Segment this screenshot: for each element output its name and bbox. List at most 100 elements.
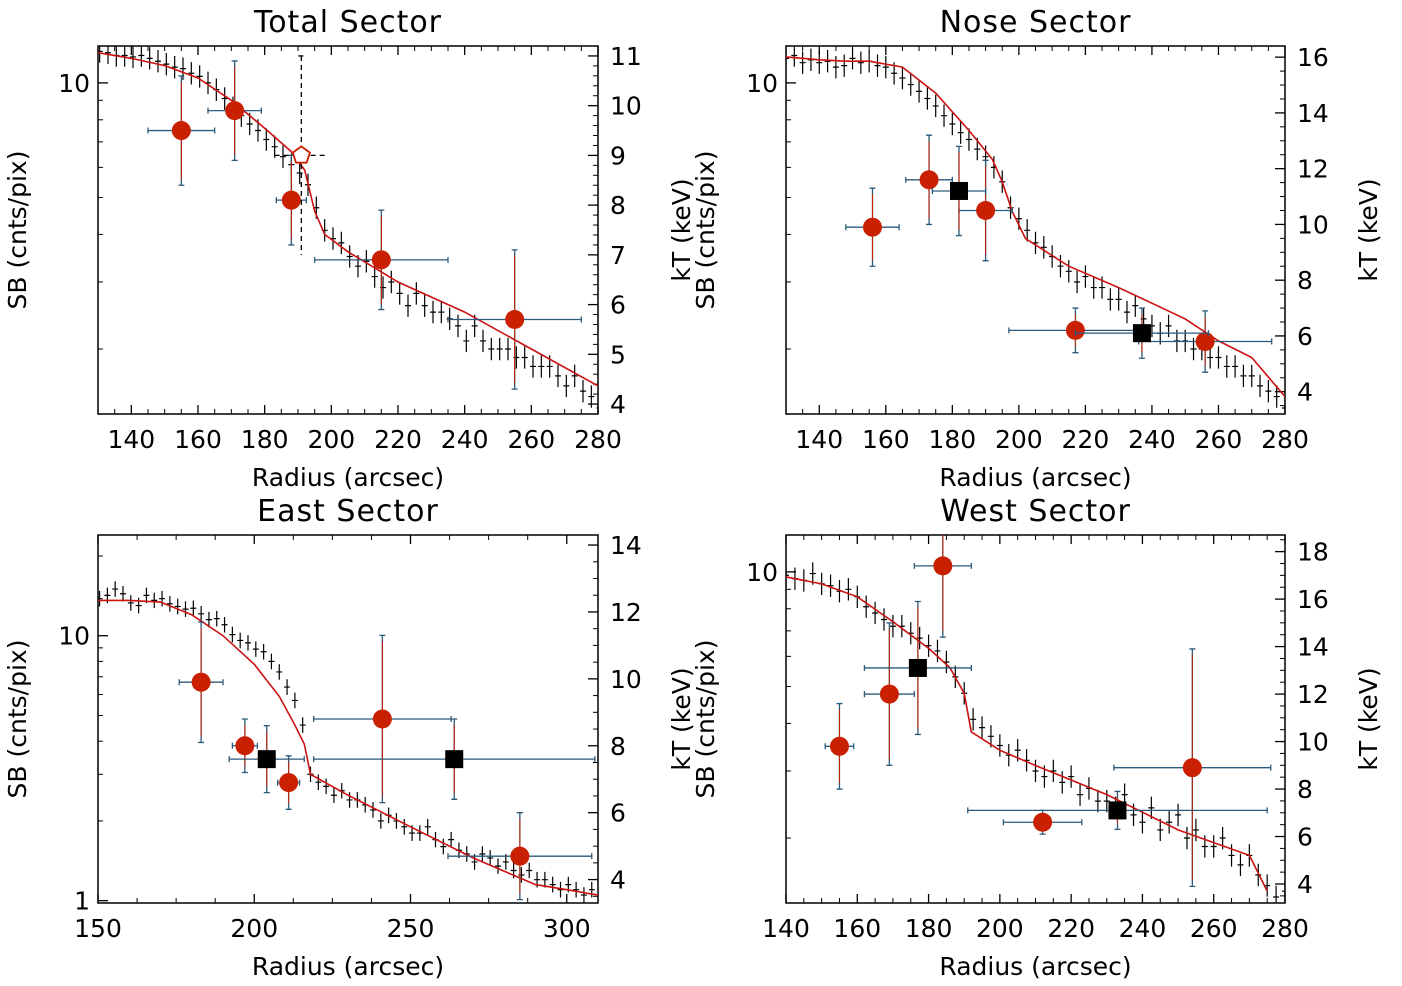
y-axis-label: SB (cnts/pix) (3, 640, 32, 799)
sb-point (421, 294, 428, 317)
sb-point (1273, 885, 1280, 903)
x-tick-label: 150 (74, 914, 122, 943)
sb-point (205, 611, 212, 628)
sb-point (413, 282, 420, 305)
sb-point (841, 54, 848, 77)
x-tick-label: 200 (307, 425, 355, 454)
kt-square-marker (1132, 324, 1151, 343)
sb-point (276, 664, 283, 680)
sb-point (549, 876, 556, 893)
model-line (98, 51, 598, 387)
chart-title: Total Sector (253, 5, 442, 40)
sb-point (596, 407, 598, 409)
sb-point (138, 46, 145, 67)
y2-tick-label: 8 (610, 732, 626, 761)
sb-point (401, 819, 408, 835)
sb-point (495, 858, 501, 874)
sb-point (396, 282, 403, 305)
y2-axis-label: kT (keV) (1354, 178, 1383, 281)
sb-point (488, 337, 495, 361)
x-axis-label: Radius (arcsec) (939, 463, 1131, 492)
sb-point (1123, 300, 1130, 324)
y2-tick-label: 6 (1297, 823, 1313, 852)
sb-point (405, 294, 411, 317)
sb-point (799, 51, 806, 74)
sb-point (1237, 853, 1244, 877)
sb-point (440, 838, 447, 855)
sb-point (155, 50, 161, 73)
kt-square-marker (1108, 801, 1127, 820)
sb-point (323, 778, 330, 795)
kt-open-marker (291, 145, 311, 164)
data-layer (98, 581, 598, 903)
y2-tick-label: 16 (1297, 43, 1329, 72)
sb-point (221, 616, 228, 633)
y2-tick-label: 11 (610, 42, 642, 71)
y2-tick-label: 8 (610, 191, 626, 220)
x-tick-label: 300 (543, 914, 591, 943)
kt-circle-marker (1182, 758, 1202, 778)
sb-point (1068, 765, 1075, 788)
sb-point (1183, 826, 1190, 850)
sb-point (899, 66, 906, 90)
y2-tick-label: 14 (1297, 99, 1329, 128)
x-tick-label: 180 (905, 914, 953, 943)
kt-circle-marker (862, 217, 882, 237)
y2-tick-label: 6 (1297, 322, 1313, 351)
sb-point (957, 121, 964, 144)
x-tick-label: 200 (995, 425, 1043, 454)
y2-tick-label: 12 (1297, 680, 1329, 709)
sb-point (505, 337, 511, 361)
sb-point (530, 355, 536, 378)
y2-tick-label: 4 (610, 866, 626, 895)
sb-point (268, 653, 275, 670)
x-tick-label: 260 (1190, 914, 1238, 943)
data-layer (98, 46, 598, 409)
sb-point (271, 135, 278, 158)
kt-circle-marker (976, 200, 996, 220)
y2-tick-label: 18 (1297, 538, 1329, 567)
sb-point (98, 590, 103, 607)
sb-point (330, 787, 337, 804)
y2-tick-label: 10 (1297, 210, 1329, 239)
sb-point (448, 831, 455, 848)
sb-point (996, 734, 1003, 757)
sb-point (1082, 265, 1089, 288)
x-tick-label: 240 (1119, 914, 1167, 943)
sb-point (916, 80, 923, 103)
sb-point (872, 601, 879, 625)
kt-circle-marker (371, 250, 391, 270)
sb-point (480, 329, 486, 353)
sb-point (151, 592, 158, 609)
y2-tick-label: 8 (1297, 266, 1313, 295)
y2-axis-label: kT (keV) (1354, 667, 1383, 770)
sb-point (1257, 374, 1264, 398)
sb-point (1192, 818, 1199, 842)
sb-point (949, 112, 956, 136)
sb-point (1240, 364, 1247, 388)
sb-point (809, 562, 816, 585)
sb-point (188, 62, 195, 85)
sb-point (571, 364, 578, 388)
plot-frame (97, 45, 599, 415)
sb-point (1248, 364, 1255, 388)
sb-point (934, 639, 941, 663)
kt-circle-marker (171, 121, 191, 141)
x-tick-label: 240 (1128, 425, 1176, 454)
sb-point (346, 792, 353, 808)
sb-point (1132, 294, 1139, 317)
kt-circle-marker (1195, 332, 1215, 352)
sb-point (280, 145, 286, 168)
sb-point (182, 601, 189, 617)
sb-point (941, 104, 948, 127)
sb-point (1175, 803, 1182, 827)
kt-circle-marker (505, 310, 525, 330)
sb-point (874, 54, 881, 77)
sb-point (526, 862, 533, 879)
x-tick-label: 220 (1062, 425, 1110, 454)
y2-tick-label: 12 (1297, 155, 1329, 184)
sb-point (1207, 346, 1214, 369)
sb-point (1050, 759, 1057, 783)
sb-point (260, 643, 267, 660)
y2-tick-label: 14 (610, 531, 642, 560)
